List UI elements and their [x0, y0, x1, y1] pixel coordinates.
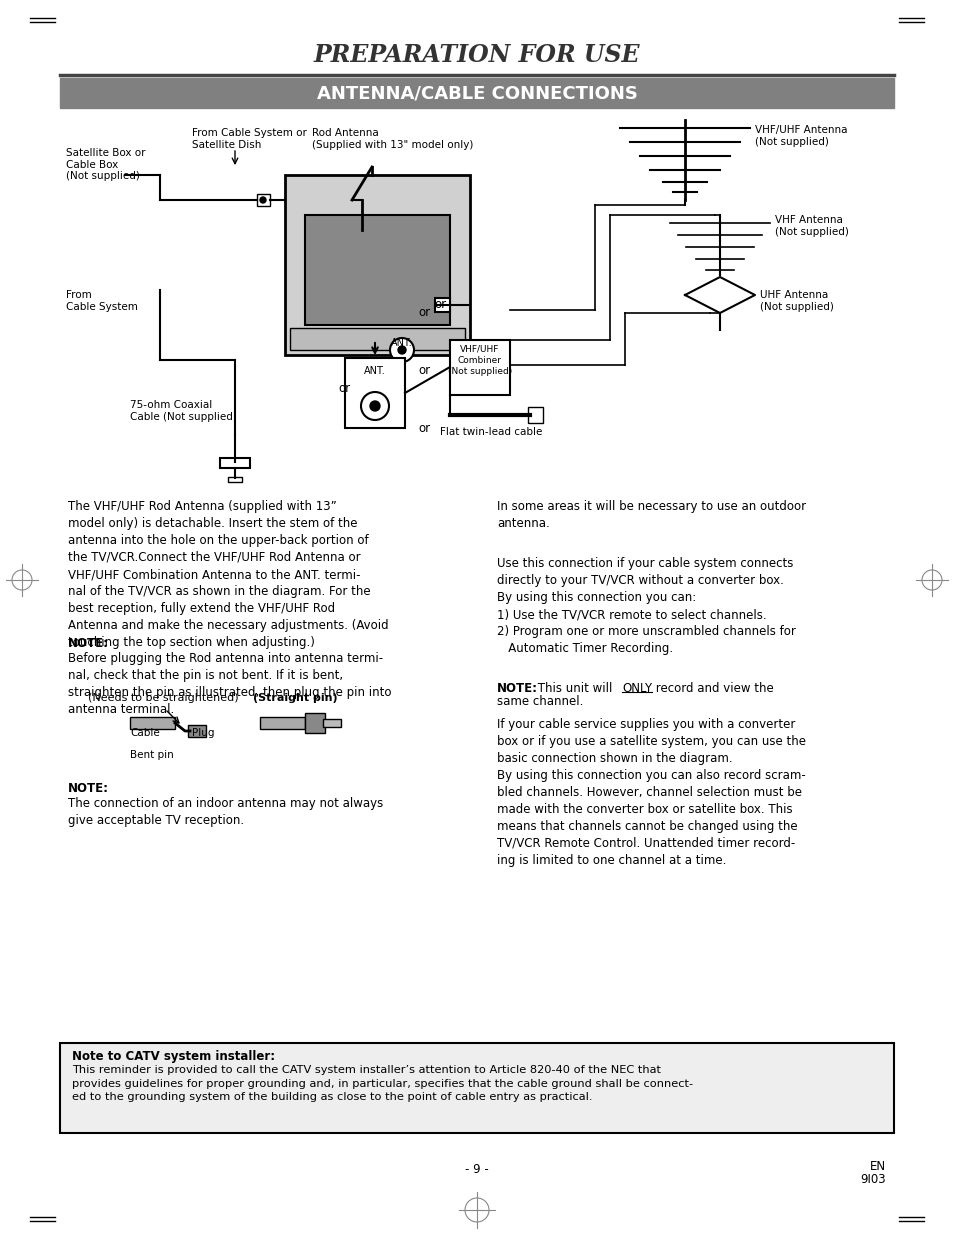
Text: record and view the: record and view the — [651, 682, 773, 695]
Text: Bent pin: Bent pin — [130, 750, 173, 760]
Text: (Straight pin): (Straight pin) — [253, 693, 337, 703]
Text: PREPARATION FOR USE: PREPARATION FOR USE — [314, 43, 639, 67]
Text: NOTE:: NOTE: — [497, 682, 537, 695]
Circle shape — [260, 198, 266, 203]
Bar — [256, 194, 270, 206]
Circle shape — [360, 391, 389, 420]
Text: The connection of an indoor antenna may not always
give acceptable TV reception.: The connection of an indoor antenna may … — [68, 797, 383, 827]
Text: NOTE:: NOTE: — [68, 637, 109, 650]
Text: VHF/UHF Antenna
(Not supplied): VHF/UHF Antenna (Not supplied) — [754, 125, 846, 147]
Text: This unit will: This unit will — [534, 682, 616, 695]
Text: ONLY: ONLY — [621, 682, 652, 695]
Text: ANT.: ANT. — [364, 366, 385, 375]
Bar — [188, 725, 206, 737]
Text: or: or — [417, 305, 430, 319]
Text: Before plugging the Rod antenna into antenna termi-
nal, check that the pin is n: Before plugging the Rod antenna into ant… — [68, 652, 391, 716]
Circle shape — [370, 401, 379, 411]
Text: Plug: Plug — [192, 727, 214, 739]
Text: This reminder is provided to call the CATV system installer’s attention to Artic: This reminder is provided to call the CA… — [71, 1065, 693, 1102]
Text: UHF Antenna
(Not supplied): UHF Antenna (Not supplied) — [760, 290, 833, 311]
Text: (Needs to be straightened): (Needs to be straightened) — [88, 693, 238, 703]
Bar — [323, 719, 340, 727]
Text: ANTENNA/CABLE CONNECTIONS: ANTENNA/CABLE CONNECTIONS — [316, 84, 637, 103]
Text: Note to CATV system installer:: Note to CATV system installer: — [71, 1050, 274, 1063]
Bar — [228, 477, 242, 482]
Circle shape — [397, 346, 406, 354]
Text: VHF Antenna
(Not supplied): VHF Antenna (Not supplied) — [774, 215, 848, 237]
Text: - 9 -: - 9 - — [465, 1163, 488, 1176]
Text: EN: EN — [869, 1160, 885, 1173]
Text: From Cable System or
Satellite Dish: From Cable System or Satellite Dish — [192, 128, 307, 149]
Text: In some areas it will be necessary to use an outdoor
antenna.: In some areas it will be necessary to us… — [497, 500, 805, 530]
Bar — [450, 340, 510, 395]
Text: or: or — [417, 363, 430, 377]
Text: From
Cable System: From Cable System — [66, 290, 138, 311]
Text: The VHF/UHF Rod Antenna (supplied with 13”
model only) is detachable. Insert the: The VHF/UHF Rod Antenna (supplied with 1… — [68, 500, 388, 650]
Text: same channel.: same channel. — [497, 695, 583, 708]
Text: NOTE:: NOTE: — [68, 782, 109, 795]
Text: ANT.: ANT. — [391, 338, 413, 348]
Text: or: or — [337, 382, 350, 394]
Bar — [527, 408, 542, 424]
Text: or: or — [417, 421, 430, 435]
Text: Rod Antenna
(Supplied with 13" model only): Rod Antenna (Supplied with 13" model onl… — [312, 128, 473, 149]
Text: 9I03: 9I03 — [860, 1173, 885, 1186]
Bar — [60, 1044, 893, 1132]
Bar — [220, 458, 250, 468]
Bar — [305, 713, 325, 734]
Bar — [260, 718, 305, 729]
Text: Cable: Cable — [130, 727, 159, 739]
Bar — [290, 329, 464, 350]
Text: 75-ohm Coaxial
Cable (Not supplied): 75-ohm Coaxial Cable (Not supplied) — [130, 400, 236, 421]
Bar — [305, 215, 450, 325]
Bar — [130, 718, 174, 729]
Circle shape — [390, 338, 414, 362]
Text: Flat twin-lead cable: Flat twin-lead cable — [439, 427, 542, 437]
Bar — [60, 78, 893, 107]
Text: If your cable service supplies you with a converter
box or if you use a satellit: If your cable service supplies you with … — [497, 718, 805, 867]
Bar — [285, 175, 470, 354]
Text: Satellite Box or
Cable Box
(Not supplied): Satellite Box or Cable Box (Not supplied… — [66, 148, 146, 182]
Bar — [435, 298, 450, 312]
Text: or: or — [434, 299, 446, 311]
Text: VHF/UHF
Combiner
(Not supplied): VHF/UHF Combiner (Not supplied) — [447, 345, 512, 377]
Text: Use this connection if your cable system connects
directly to your TV/VCR withou: Use this connection if your cable system… — [497, 557, 795, 655]
Bar — [345, 358, 405, 429]
